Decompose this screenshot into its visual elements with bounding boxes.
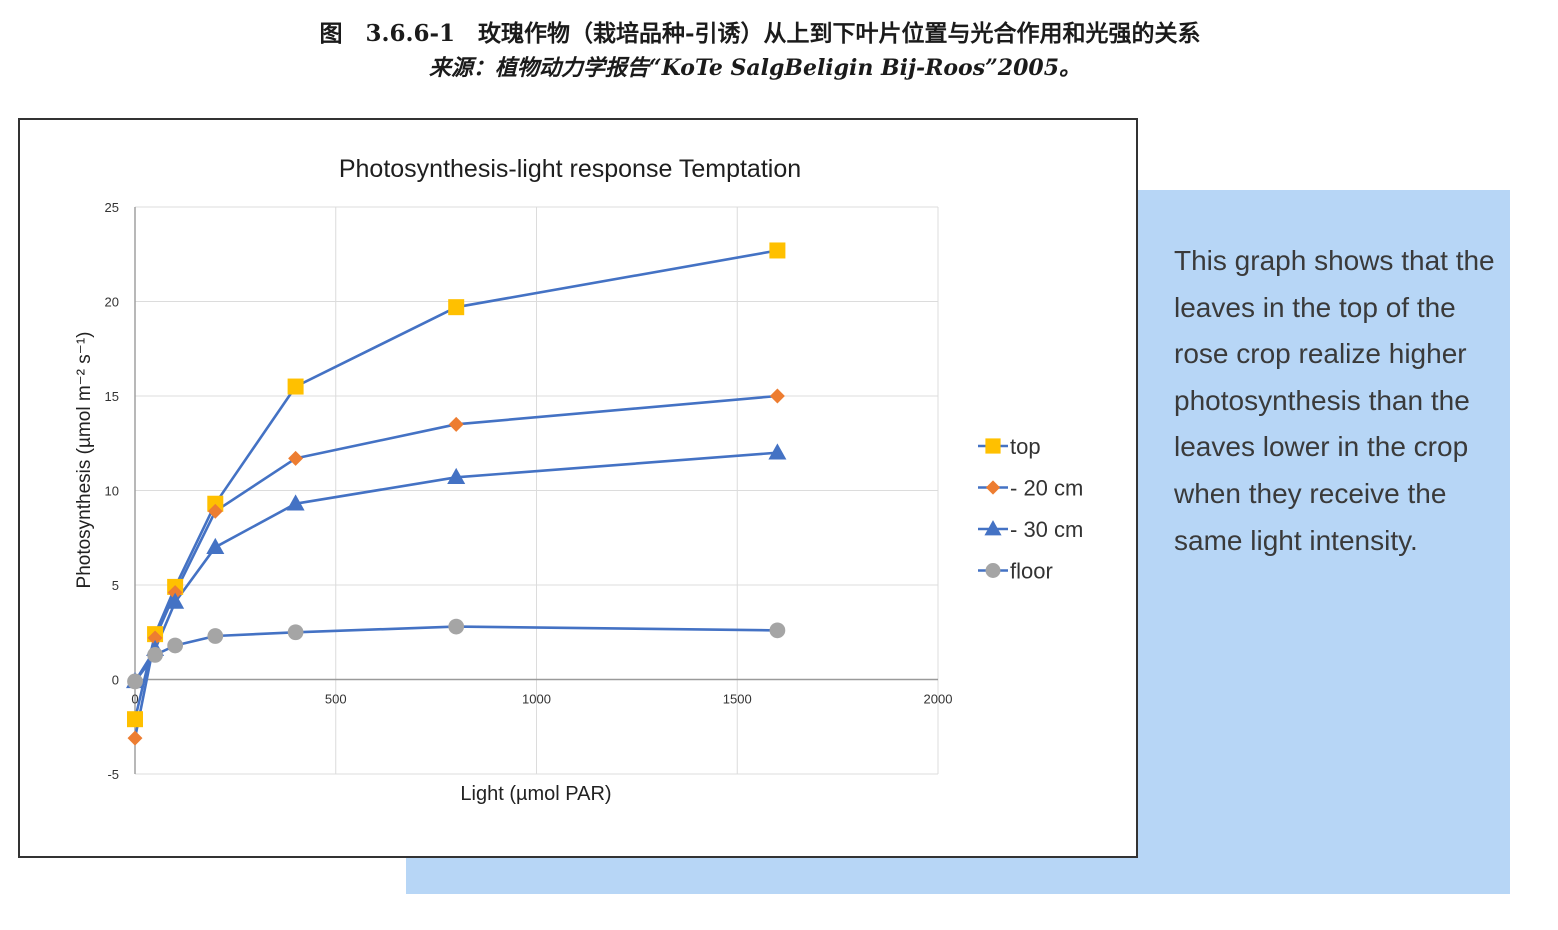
data-point-floor	[769, 622, 786, 639]
x-tick-label: 0	[131, 692, 138, 707]
data-point-top	[127, 711, 143, 728]
chart-title: Photosynthesis-light response Temptation	[339, 155, 801, 183]
data-point-top	[207, 495, 224, 512]
data-point-20-cm	[147, 630, 163, 646]
chart-frame: -5 0 5 10 15 20 25 0 500 1000 1500 2000 top - 20 cm -…	[18, 118, 1138, 858]
figure-source: 来源：植物动力学报告“KoTe SalgBeligin Bij-Roos”200…	[429, 55, 1081, 81]
y-tick-label: 5	[112, 578, 119, 593]
y-tick-label: 10	[105, 484, 119, 499]
data-point-floor	[127, 673, 143, 690]
legend-marker	[985, 563, 1001, 578]
y-tick-label: 15	[105, 389, 119, 404]
chart: -5 0 5 10 15 20 25 0 500 1000 1500 2000 top - 20 cm -…	[20, 120, 1136, 856]
data-point-top	[448, 299, 465, 316]
data-point-floor	[167, 637, 184, 654]
data-point-floor	[287, 624, 304, 641]
data-point-top	[287, 378, 304, 395]
data-point-20-cm	[207, 503, 223, 519]
note-text: This graph shows that the leaves in the …	[1174, 245, 1495, 556]
y-tick-label: -5	[107, 767, 119, 782]
x-axis-label: Light (µmol PAR)	[460, 783, 611, 805]
data-point-20-cm	[448, 416, 464, 432]
data-point-30-cm	[447, 467, 466, 485]
data-point-20-cm	[769, 388, 785, 404]
data-point-30-cm	[166, 592, 185, 609]
data-point-top	[769, 242, 786, 259]
y-tick-label: 25	[105, 200, 119, 215]
data-point-30-cm	[286, 494, 305, 511]
data-point-20-cm	[288, 450, 304, 466]
x-tick-label: 1000	[522, 692, 551, 707]
y-axis-label: Photosynthesis (µmol m⁻² s⁻¹)	[74, 332, 95, 589]
x-tick-label: 2000	[924, 692, 953, 707]
legend-label: - 20 cm	[1010, 476, 1083, 501]
y-tick-label: 0	[112, 673, 119, 688]
legend-label: top	[1010, 434, 1041, 459]
legend-label: - 30 cm	[1010, 517, 1083, 542]
chart-background	[20, 120, 1136, 856]
legend-item-30-cm: - 30 cm	[978, 517, 1083, 542]
x-tick-label: 500	[325, 692, 347, 707]
chart-markers	[126, 242, 787, 746]
data-point-floor	[207, 628, 224, 644]
data-point-floor	[147, 647, 163, 663]
data-point-30-cm	[206, 537, 225, 554]
chart-legend: top - 20 cm - 30 cm floor	[978, 434, 1083, 584]
legend-marker	[985, 438, 1001, 454]
x-tick-label: 1500	[723, 692, 752, 707]
legend-marker	[984, 520, 1002, 536]
legend-item-floor: floor	[978, 559, 1053, 584]
legend-label: floor	[1010, 559, 1053, 584]
legend-marker	[985, 480, 1001, 495]
figure-caption: 图 3.6.6-1 玫瑰作物（栽培品种-引诱）从上到下叶片位置与光合作用和光强的…	[319, 20, 1201, 47]
chart-tick-labels: -5 0 5 10 15 20 25 0 500 1000 1500 2000	[105, 200, 953, 782]
y-tick-label: 20	[105, 295, 119, 310]
legend-item-20-cm: - 20 cm	[978, 476, 1083, 501]
legend-item-top: top	[978, 434, 1041, 459]
data-point-30-cm	[768, 443, 787, 460]
data-point-floor	[448, 618, 465, 635]
data-point-20-cm	[167, 585, 183, 601]
